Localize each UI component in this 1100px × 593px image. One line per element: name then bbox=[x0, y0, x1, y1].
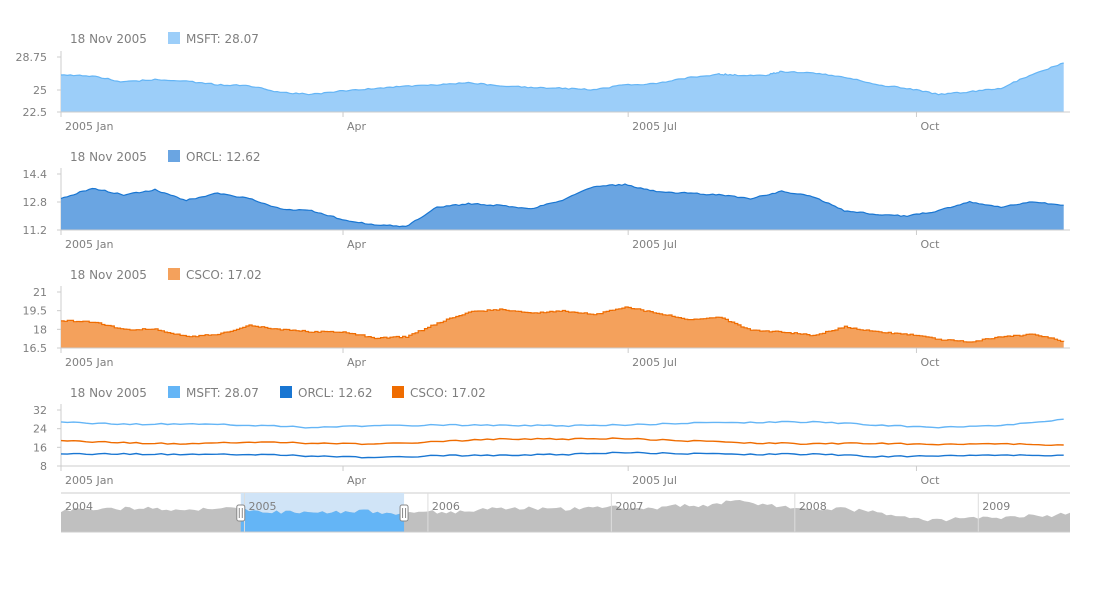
x-tick-label: Oct bbox=[920, 238, 940, 251]
y-tick-label: 11.2 bbox=[23, 224, 48, 237]
legend-label: CSCO: 17.02 bbox=[410, 386, 486, 400]
scroller-profile-area bbox=[61, 500, 1070, 532]
y-tick-label: 22.5 bbox=[23, 106, 48, 119]
msft-line bbox=[60, 62, 1064, 96]
csco-line bbox=[61, 306, 1065, 343]
x-tick-label: 2005 Jul bbox=[632, 120, 677, 133]
scroller-year-label: 2006 bbox=[432, 500, 460, 513]
x-tick-label: 2005 Jul bbox=[632, 356, 677, 369]
scroller-year-label: 2008 bbox=[799, 500, 827, 513]
x-tick-label: Oct bbox=[920, 120, 940, 133]
legend-swatch bbox=[392, 386, 404, 398]
x-tick-label: Apr bbox=[347, 356, 367, 369]
scroller-year-label: 2004 bbox=[65, 500, 93, 513]
x-tick-label: 2005 Jan bbox=[65, 356, 113, 369]
y-tick-label: 25 bbox=[33, 84, 47, 97]
msft-line bbox=[60, 418, 1064, 429]
scroller-year-label: 2005 bbox=[248, 500, 276, 513]
y-tick-label: 19.5 bbox=[23, 305, 48, 318]
scroller-year-label: 2007 bbox=[615, 500, 643, 513]
legend-label: ORCL: 12.62 bbox=[298, 386, 372, 400]
y-tick-label: 32 bbox=[33, 404, 47, 417]
scroller-left-handle[interactable] bbox=[236, 504, 246, 522]
scroller-year-label: 2009 bbox=[982, 500, 1010, 513]
legend-date: 18 Nov 2005 bbox=[70, 386, 147, 400]
x-tick-label: 2005 Jan bbox=[65, 238, 113, 251]
csco-line bbox=[60, 437, 1064, 447]
scroller-selected-area bbox=[240, 508, 405, 532]
y-tick-label: 21 bbox=[33, 286, 47, 299]
legend-date: 18 Nov 2005 bbox=[70, 150, 147, 164]
x-tick-label: 2005 Jul bbox=[632, 238, 677, 251]
legend-swatch bbox=[168, 268, 180, 280]
x-tick-label: Oct bbox=[920, 474, 940, 487]
legend-date: 18 Nov 2005 bbox=[70, 32, 147, 46]
legend-label: MSFT: 28.07 bbox=[186, 386, 259, 400]
legend-label: MSFT: 28.07 bbox=[186, 32, 259, 46]
legend-label: ORCL: 12.62 bbox=[186, 150, 260, 164]
legend-swatch bbox=[168, 150, 180, 162]
x-tick-label: 2005 Jan bbox=[65, 474, 113, 487]
csco-area bbox=[61, 307, 1064, 348]
legend-date: 18 Nov 2005 bbox=[70, 268, 147, 282]
y-tick-label: 16 bbox=[33, 441, 47, 454]
handle-grip[interactable] bbox=[399, 504, 409, 522]
orcl-area bbox=[61, 184, 1064, 230]
y-tick-label: 8 bbox=[40, 460, 47, 473]
y-tick-label: 16.5 bbox=[23, 342, 48, 355]
legend-label: CSCO: 17.02 bbox=[186, 268, 262, 282]
y-tick-label: 24 bbox=[33, 423, 47, 436]
y-tick-label: 14.4 bbox=[23, 168, 48, 181]
x-tick-label: 2005 Jul bbox=[632, 474, 677, 487]
scroller-right-handle[interactable] bbox=[399, 504, 409, 522]
x-tick-label: Apr bbox=[347, 238, 367, 251]
y-tick-label: 18 bbox=[33, 323, 47, 336]
orcl-line bbox=[60, 183, 1064, 228]
legend-swatch bbox=[168, 32, 180, 44]
legend-swatch bbox=[168, 386, 180, 398]
legend-swatch bbox=[280, 386, 292, 398]
x-tick-label: Apr bbox=[347, 120, 367, 133]
x-tick-label: Oct bbox=[920, 356, 940, 369]
x-tick-label: Apr bbox=[347, 474, 367, 487]
x-tick-label: 2005 Jan bbox=[65, 120, 113, 133]
orcl-line bbox=[60, 451, 1064, 459]
handle-grip[interactable] bbox=[236, 504, 246, 522]
y-tick-label: 12.8 bbox=[23, 196, 48, 209]
msft-area bbox=[61, 63, 1064, 112]
y-tick-label: 28.75 bbox=[16, 51, 48, 64]
